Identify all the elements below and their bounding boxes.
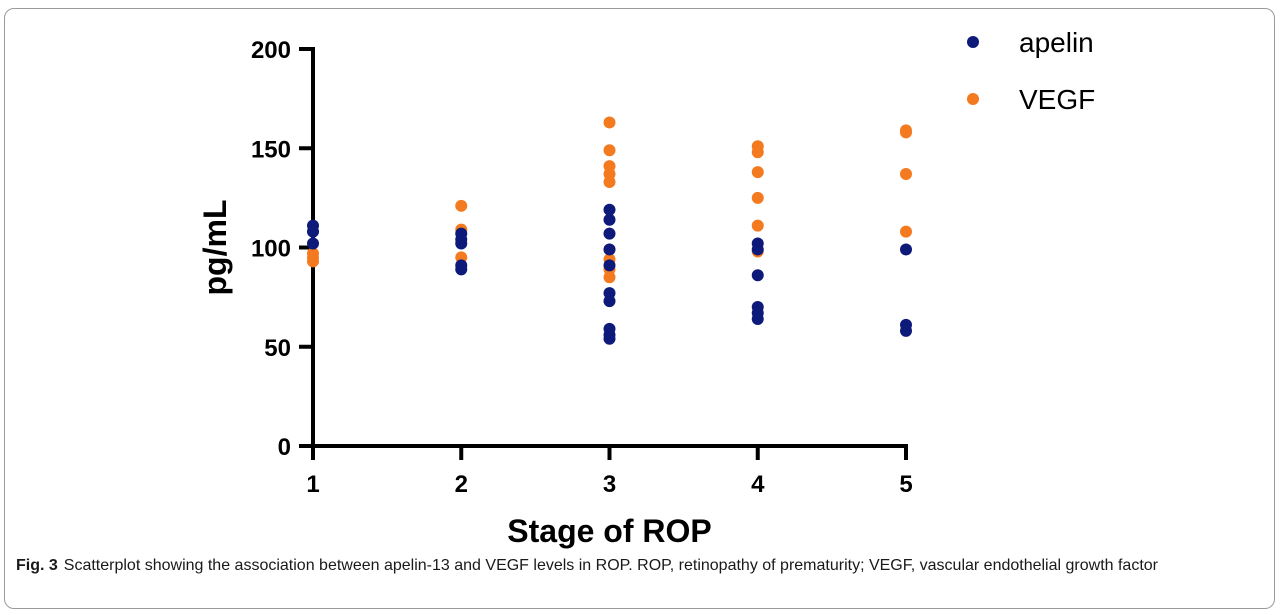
data-point-apelin [603, 259, 616, 272]
x-tick-label: 5 [899, 471, 912, 498]
data-point-apelin [455, 237, 468, 250]
y-tick-label: 0 [278, 434, 291, 461]
data-point-apelin [751, 269, 764, 282]
chart-legend: apelin VEGF [967, 27, 1095, 115]
data-point-apelin [751, 243, 764, 256]
x-tick-label: 2 [455, 471, 468, 498]
data-point-vegf [900, 126, 912, 139]
data-point-apelin [603, 203, 616, 216]
y-tick-label: 50 [264, 335, 291, 362]
chart-axes: 0 50 100 150 200 1 2 3 4 5 Stage of ROP pg/mL [197, 37, 913, 549]
data-point-apelin [603, 332, 616, 345]
y-tick-label: 100 [251, 236, 291, 263]
x-tick-label: 1 [306, 471, 319, 498]
data-point-apelin [900, 243, 912, 256]
legend-label-apelin: apelin [1019, 27, 1094, 58]
legend-label-vegf: VEGF [1019, 84, 1095, 115]
data-point-vegf [307, 255, 319, 268]
data-point-apelin [900, 324, 912, 337]
data-point-apelin [751, 312, 764, 325]
data-point-apelin [455, 263, 468, 276]
data-point-apelin [307, 225, 319, 238]
y-tick-label: 150 [251, 136, 291, 163]
figure-frame [4, 8, 1275, 609]
data-point-vegf [603, 271, 616, 284]
data-point-vegf [900, 168, 912, 181]
legend-marker-apelin [967, 36, 979, 48]
data-point-vegf [603, 175, 616, 188]
data-point-vegf [751, 191, 764, 204]
data-point-apelin [603, 243, 616, 256]
data-point-apelin [603, 227, 616, 240]
data-point-vegf [751, 146, 764, 159]
legend-marker-vegf [967, 93, 979, 105]
data-point-vegf [603, 116, 616, 129]
chart-points [307, 116, 912, 345]
caption-text: Scatterplot showing the association betw… [63, 557, 1158, 574]
data-point-apelin [603, 295, 616, 308]
data-point-vegf [751, 219, 764, 232]
figure-caption: Fig. 3 Scatterplot showing the associatio… [16, 555, 1261, 577]
x-axis-title: Stage of ROP [507, 513, 711, 549]
x-tick-label: 3 [603, 471, 616, 498]
data-point-apelin [603, 213, 616, 226]
x-tick-label: 4 [751, 471, 765, 498]
data-point-apelin [307, 237, 319, 250]
data-point-vegf [603, 144, 616, 157]
data-point-vegf [455, 199, 468, 212]
caption-label: Fig. 3 [16, 557, 58, 574]
scatter-chart: 0 50 100 150 200 1 2 3 4 5 Stage of ROP pg/mL apeli… [197, 27, 1095, 549]
y-tick-label: 200 [251, 37, 291, 64]
y-axis-title: pg/mL [197, 200, 233, 296]
data-point-vegf [900, 225, 912, 238]
data-point-vegf [751, 166, 764, 179]
